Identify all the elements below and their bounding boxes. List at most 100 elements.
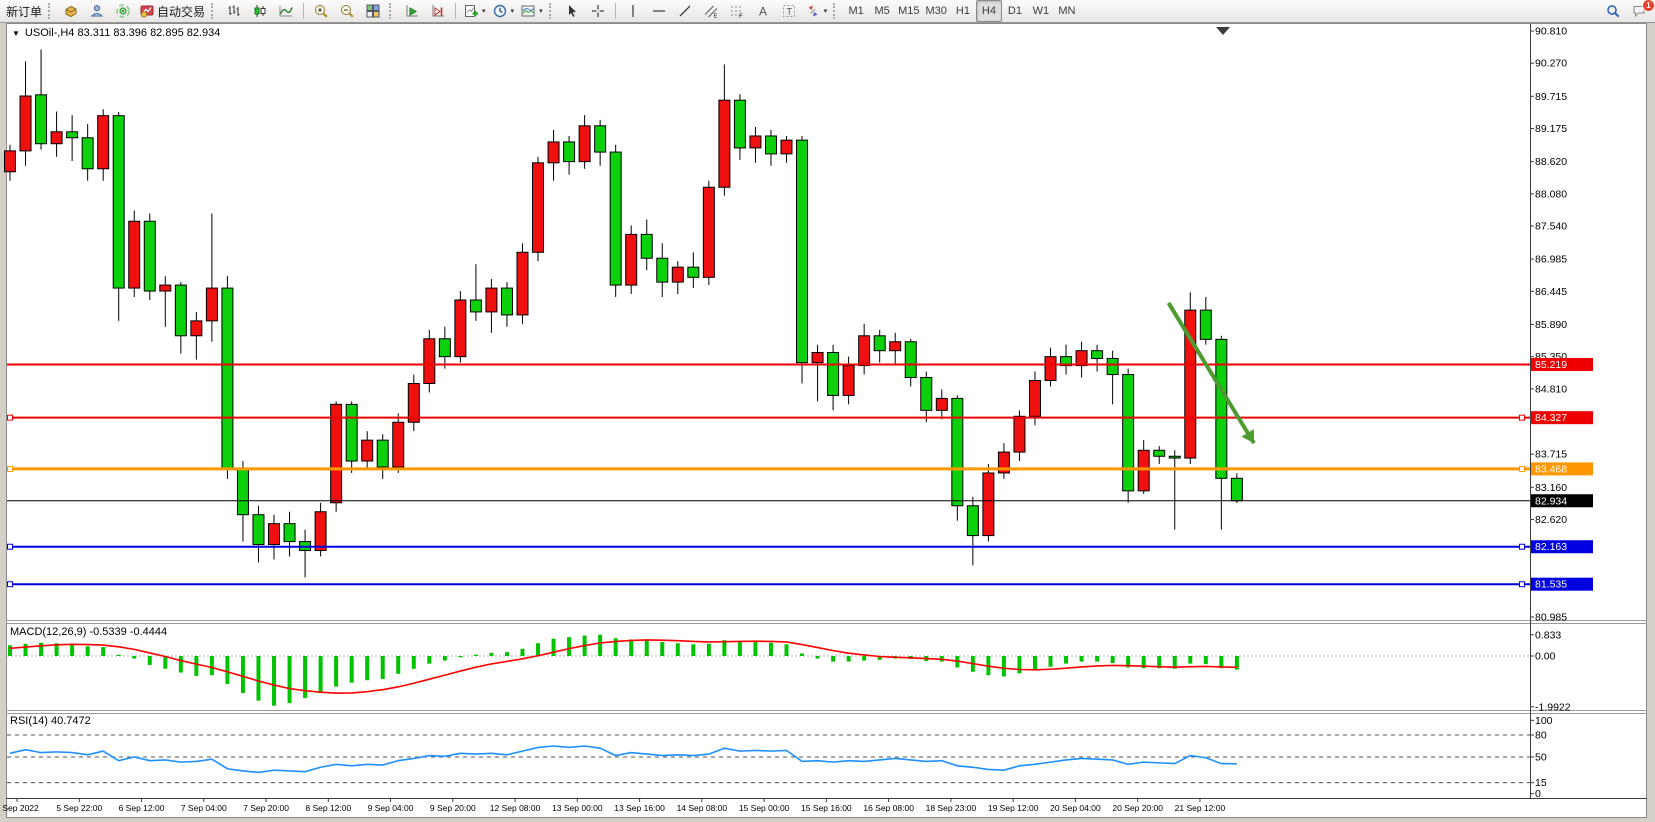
tf-w1-button[interactable]: W1 [1028,0,1054,22]
terminal-icon [89,3,105,19]
macd-histogram-bar [85,646,90,656]
macd-histogram-bar [380,656,385,679]
candle-bull [128,220,141,289]
signals-button[interactable] [110,0,136,22]
tf-mn-button[interactable]: MN [1054,0,1080,22]
fibonacci-button[interactable]: F [724,0,750,22]
tf-m1-button[interactable]: M1 [843,0,869,22]
line-handle[interactable] [1519,414,1525,421]
macd-indicator-label: MACD(12,26,9) -0.5339 -0.4444 [10,626,168,638]
macd-histogram-bar [1234,656,1239,670]
arrows-button[interactable]: ▾ [802,0,831,22]
tf-h1-button[interactable]: H1 [950,0,976,22]
candle-bear [469,299,482,313]
new-chart-button[interactable]: ▾ [460,0,489,22]
tf-d1-button-label: D1 [1007,5,1022,17]
macd-histogram-bar [116,654,121,656]
trendline-button[interactable] [672,0,698,22]
macd-histogram-bar [660,641,665,656]
time-tick-label: 13 Sep 16:00 [614,803,665,813]
candle-bull [1075,350,1088,367]
new-order-button[interactable]: 新订单 [3,0,45,22]
bar-chart-button[interactable] [221,0,247,22]
price-axis: 90.810 90.270 89.715 89.175 88.620 88.080 87.5… [1530,24,1567,798]
channel-button[interactable]: E [698,0,724,22]
autotrade-button[interactable]: 自动交易 [136,0,208,22]
templates-button[interactable]: ▾ [517,0,546,22]
macd-histogram-bar [800,653,805,656]
hline-button[interactable] [646,0,672,22]
chart-autoscroll-button[interactable] [425,0,451,22]
toolbar-grip[interactable] [548,3,556,19]
toolbar-grip[interactable] [833,3,840,19]
chart-canvas[interactable]: 90.810 90.270 89.715 89.175 88.620 88.080 87.5… [0,23,1655,822]
search-button[interactable] [1600,0,1626,22]
cursor-icon [564,3,580,19]
line-handle[interactable] [7,581,13,588]
macd-histogram-bar [1203,656,1208,665]
time-tick-label: 16 Sep 08:00 [863,803,914,813]
chevron-down-icon[interactable]: ▾ [510,8,515,15]
zoom-out-button[interactable] [334,0,360,22]
candle-bull [50,131,63,145]
candle-bear [112,115,125,289]
candle-bull [205,287,218,322]
line-handle[interactable] [1519,465,1525,472]
macd-histogram-bar [396,656,401,674]
candle-bull [159,284,172,292]
candle-bull [392,421,405,468]
toolbar-grip[interactable] [48,3,55,19]
tf-m5-button[interactable]: M5 [869,0,895,22]
zoom-in-button[interactable] [308,0,334,22]
candle-bull [625,233,638,286]
vline-button[interactable] [620,0,646,22]
line-handle[interactable] [1519,581,1525,588]
svg-text:0.00: 0.00 [1535,651,1556,663]
chart-shift-button[interactable] [399,0,425,22]
label-button[interactable]: T [776,0,802,22]
candle-bear [733,99,746,149]
terminal-button[interactable] [84,0,110,22]
candle-bull [454,299,467,358]
chat-button[interactable]: 1 [1626,0,1655,22]
toolbar-grip[interactable] [389,3,396,19]
line-handle[interactable] [7,414,13,421]
macd-histogram-bar [225,656,230,685]
market-watch-button[interactable] [58,0,84,22]
crosshair-button[interactable] [585,0,611,22]
chevron-down-icon[interactable]: ▾ [482,8,486,15]
line-handle[interactable] [1519,543,1525,550]
chevron-down-icon[interactable]: ▾ [539,8,543,15]
svg-text:-1.9922: -1.9922 [1535,701,1571,713]
macd-histogram-bar [753,641,758,656]
text-button[interactable]: A [750,0,776,22]
vline-icon [625,3,641,19]
macd-histogram-bar [520,648,525,656]
macd-pane: 0.833 0.00 -1.9922 [7,629,1571,713]
tf-d1-button[interactable]: D1 [1002,0,1028,22]
trend-arrow-object[interactable] [1166,301,1256,445]
price-tick-label: 88.080 [1535,188,1567,200]
chart-shift-marker[interactable] [1216,27,1230,35]
toolbar-grip[interactable] [211,3,218,19]
periods-button[interactable]: ▾ [489,0,518,22]
tf-m30-button[interactable]: M30 [923,0,950,22]
tile-windows-button[interactable] [360,0,386,22]
macd-histogram-bar [598,634,603,656]
line-handle[interactable] [7,543,13,550]
tf-m15-button[interactable]: M15 [895,0,922,22]
candle-chart-button[interactable] [247,0,273,22]
line-handle[interactable] [7,465,13,472]
chart-title-dropdown-icon[interactable]: ▼ [12,28,20,38]
candle-bull [485,287,498,313]
svg-text:50: 50 [1535,752,1547,764]
candle-bull [423,338,436,384]
tf-h4-button[interactable]: H4 [975,0,1002,22]
macd-histogram-bar [1064,656,1069,664]
cursor-button[interactable] [559,0,585,22]
line-chart-icon [278,3,294,19]
chevron-down-icon[interactable]: ▾ [823,8,828,15]
svg-text:100: 100 [1535,715,1553,727]
candle-bear [1091,350,1104,359]
line-chart-button[interactable] [273,0,299,22]
